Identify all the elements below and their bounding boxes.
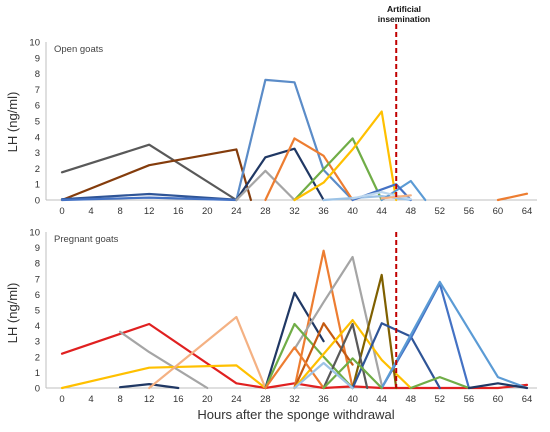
- x-tick-label: 36: [318, 394, 329, 405]
- annotation-line1: Artificial: [387, 4, 421, 14]
- x-tick-label: 20: [202, 394, 213, 405]
- series-line-1: [60, 143, 238, 202]
- x-tick-label: 8: [117, 394, 122, 405]
- series-line-10: [293, 110, 398, 202]
- series-line-5: [235, 78, 354, 202]
- x-tick-label: 4: [88, 206, 93, 217]
- y-tick-label: 5: [35, 117, 40, 128]
- x-tick-label: 56: [464, 394, 475, 405]
- x-tick-label: 52: [435, 394, 446, 405]
- y-axis-label-top: LH (ng/ml): [5, 92, 20, 153]
- series-line-11: [293, 319, 412, 390]
- x-tick-label: 64: [522, 394, 533, 405]
- x-tick-label: 48: [405, 394, 416, 405]
- x-tick-label: 20: [202, 206, 213, 217]
- x-tick-label: 28: [260, 206, 271, 217]
- x-tick-label: 16: [173, 394, 184, 405]
- x-tick-label: 64: [522, 206, 533, 217]
- x-tick-label: 40: [347, 206, 358, 217]
- x-tick-label: 44: [376, 394, 387, 405]
- x-tick-label: 12: [144, 394, 155, 405]
- y-tick-label: 10: [29, 38, 40, 49]
- series-line-11: [322, 195, 412, 202]
- y-tick-label: 4: [35, 132, 40, 143]
- x-tick-label: 60: [493, 206, 504, 217]
- series-line-4: [60, 196, 238, 202]
- x-tick-label: 24: [231, 206, 242, 217]
- y-tick-label: 7: [35, 85, 40, 96]
- x-tick-label: 12: [144, 206, 155, 217]
- series-line-10: [293, 322, 354, 390]
- x-tick-label: 4: [88, 394, 93, 405]
- x-tick-label: 52: [435, 206, 446, 217]
- series-line-7: [235, 169, 296, 202]
- y-tick-label: 1: [35, 368, 40, 379]
- y-tick-label: 1: [35, 180, 40, 191]
- y-tick-label: 8: [35, 259, 40, 270]
- series-line-6: [264, 291, 325, 390]
- series-line-17: [409, 376, 470, 390]
- x-tick-label: 40: [347, 394, 358, 405]
- y-tick-label: 7: [35, 274, 40, 285]
- series-line-2: [60, 148, 252, 202]
- x-tick-label: 8: [117, 206, 122, 217]
- series-line-6: [235, 147, 325, 202]
- series-line-2: [118, 330, 209, 390]
- y-tick-label: 6: [35, 290, 40, 301]
- x-tick-label: 0: [59, 394, 64, 405]
- series-line-8: [264, 137, 354, 202]
- y-tick-label: 2: [35, 164, 40, 175]
- y-tick-label: 0: [35, 196, 40, 207]
- series-line-3: [60, 192, 238, 201]
- x-axis-label: Hours after the sponge withdrawal: [197, 407, 394, 422]
- series-line-8: [293, 255, 383, 386]
- series-line-16: [380, 280, 529, 390]
- annotation-line2: insemination: [378, 14, 430, 24]
- y-tick-label: 3: [35, 148, 40, 159]
- y-tick-label: 6: [35, 101, 40, 112]
- series-line-19: [264, 346, 325, 390]
- y-tick-label: 3: [35, 337, 40, 348]
- y-tick-label: 0: [35, 384, 40, 395]
- x-tick-label: 60: [493, 394, 504, 405]
- y-tick-label: 10: [29, 228, 40, 239]
- x-tick-label: 56: [464, 206, 475, 217]
- x-tick-label: 16: [173, 206, 184, 217]
- y-tick-label: 4: [35, 321, 40, 332]
- x-tick-label: 32: [289, 206, 300, 217]
- series-line-18: [467, 382, 529, 390]
- series-line-21: [293, 361, 354, 390]
- series-line-9: [293, 137, 383, 202]
- y-tick-label: 2: [35, 352, 40, 363]
- y-tick-label: 9: [35, 53, 40, 64]
- x-tick-label: 48: [405, 206, 416, 217]
- y-tick-label: 8: [35, 69, 40, 80]
- panel-title: Open goats: [54, 44, 103, 55]
- y-axis-label: LH (ng/ml): [5, 92, 20, 153]
- x-tick-label: 24: [231, 394, 242, 405]
- y-tick-label: 5: [35, 306, 40, 317]
- series-line-4: [118, 383, 180, 390]
- series-line-5: [148, 315, 267, 390]
- x-tick-label: 0: [59, 206, 64, 217]
- y-tick-label: 9: [35, 243, 40, 254]
- y-axis-label-bottom: LH (ng/ml): [5, 283, 20, 344]
- series-line-12: [351, 273, 398, 390]
- y-axis-label: LH (ng/ml): [5, 283, 20, 344]
- x-tick-label: 28: [260, 394, 271, 405]
- series-line-7: [293, 249, 354, 390]
- series-line-1: [60, 322, 529, 390]
- x-tick-label: 36: [318, 206, 329, 217]
- series-line-3: [60, 364, 267, 390]
- x-tick-label: 44: [376, 206, 387, 217]
- series-line-20: [322, 357, 383, 390]
- x-tick-label: 32: [289, 394, 300, 405]
- panel-title: Pregnant goats: [54, 234, 119, 245]
- series-line-16: [496, 192, 529, 202]
